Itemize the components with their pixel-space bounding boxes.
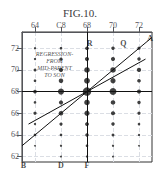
svg-text:FIG.10.: FIG.10. xyxy=(63,7,97,19)
svg-text:B: B xyxy=(21,161,27,170)
svg-text:Q: Q xyxy=(120,39,126,48)
svg-text:72: 72 xyxy=(11,44,19,53)
svg-text:68: 68 xyxy=(11,87,19,96)
svg-text:A: A xyxy=(147,34,153,43)
svg-text:R: R xyxy=(87,39,93,48)
svg-text:C8: C8 xyxy=(56,21,65,30)
svg-text:MID-PARENT: MID-PARENT xyxy=(36,65,72,71)
svg-text:D: D xyxy=(58,161,64,170)
svg-text:62: 62 xyxy=(11,152,19,161)
svg-text:64: 64 xyxy=(11,130,19,139)
svg-text:FROM: FROM xyxy=(45,58,64,64)
svg-text:REGRESSION-: REGRESSION- xyxy=(35,51,73,57)
svg-text:72: 72 xyxy=(135,21,143,30)
svg-text:TO SON: TO SON xyxy=(44,72,65,78)
svg-text:70: 70 xyxy=(11,65,19,74)
svg-text:68: 68 xyxy=(83,21,91,30)
svg-text:F: F xyxy=(85,161,90,170)
svg-text:70: 70 xyxy=(109,21,117,30)
svg-text:66: 66 xyxy=(11,109,19,118)
svg-text:64: 64 xyxy=(31,21,39,30)
